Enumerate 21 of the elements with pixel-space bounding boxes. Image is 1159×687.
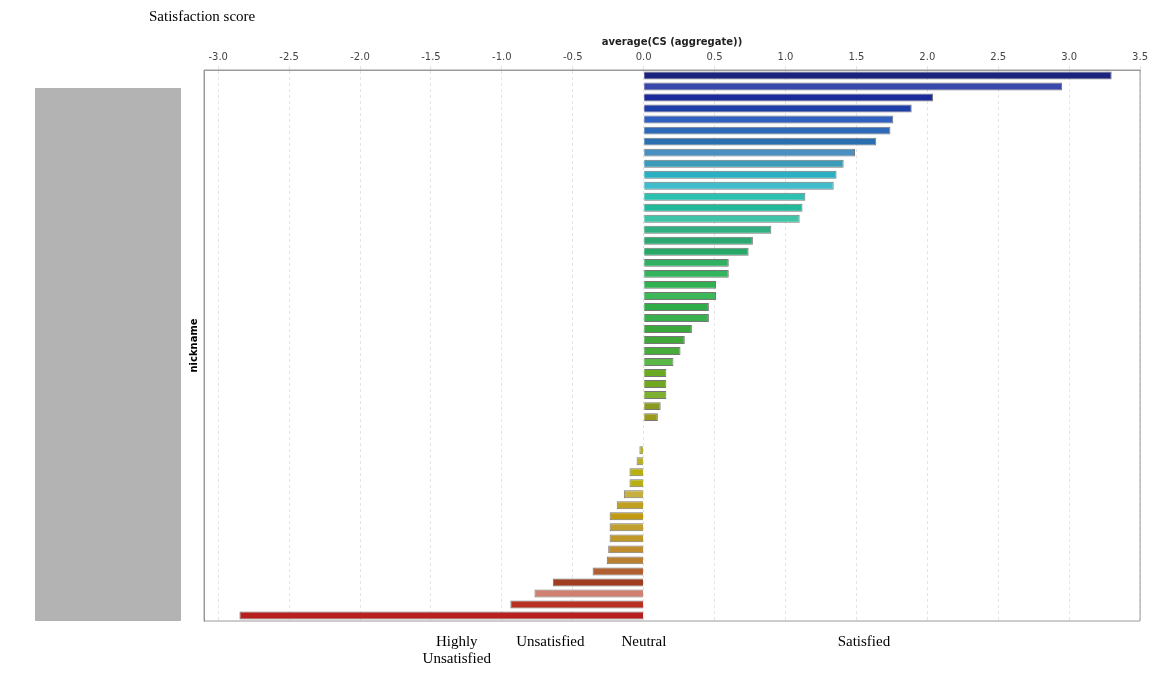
text: Satisfied: [837, 633, 891, 650]
x-tick-label: 1.5: [848, 50, 865, 62]
x-tick-label: 2.5: [990, 50, 1007, 62]
x-tick-label: -1.5: [421, 50, 441, 62]
x-tick-label: -2.5: [279, 50, 299, 62]
x-tick-label: -0.5: [562, 50, 583, 62]
y-axis-title: nickname: [187, 318, 199, 373]
x-tick-label: 3.5: [1132, 50, 1148, 62]
x-tick-label: 0.0: [635, 50, 652, 62]
x-tick-label: 3.0: [1061, 50, 1078, 62]
text: Neutral: [621, 633, 667, 650]
text: Highly Unsatisfied: [422, 633, 492, 667]
x-tick-label: -2.0: [350, 50, 370, 62]
x-tick-label: -1.0: [492, 50, 512, 62]
text: Unsatisfied: [516, 633, 585, 650]
x-tick-label: -3.0: [208, 50, 228, 62]
x-axis-title: average(CS (aggregate)): [601, 35, 743, 47]
chart-title: Satisfaction score: [149, 8, 256, 25]
x-tick-label: 1.0: [777, 50, 794, 62]
x-tick-label: 2.0: [919, 50, 936, 62]
x-tick-label: 0.5: [706, 50, 723, 62]
